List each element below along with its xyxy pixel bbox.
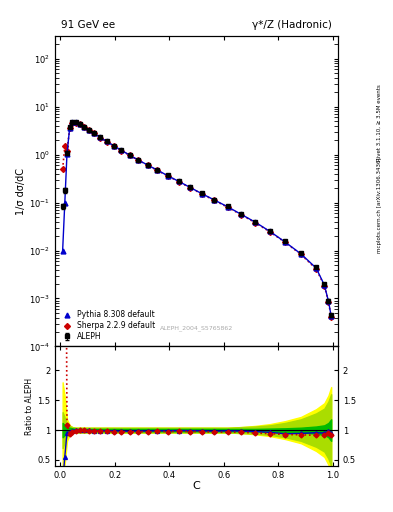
Legend: Pythia 8.308 default, Sherpa 2.2.9 default, ALEPH: Pythia 8.308 default, Sherpa 2.2.9 defau…	[59, 309, 157, 343]
Sherpa 2.2.9 default	[155, 167, 160, 174]
Sherpa 2.2.9 default	[70, 119, 75, 125]
Pythia 8.308 default	[86, 127, 91, 133]
Pythia 8.308 default	[299, 251, 303, 257]
Pythia 8.308 default	[176, 178, 181, 184]
Sherpa 2.2.9 default	[127, 152, 132, 158]
Pythia 8.308 default	[187, 184, 192, 190]
Text: γ*/Z (Hadronic): γ*/Z (Hadronic)	[252, 19, 332, 30]
Sherpa 2.2.9 default	[60, 166, 65, 172]
Text: mcplots.cern.ch [arXiv:1306.3436]: mcplots.cern.ch [arXiv:1306.3436]	[377, 157, 382, 252]
Sherpa 2.2.9 default	[212, 197, 217, 203]
Pythia 8.308 default	[322, 282, 327, 288]
Sherpa 2.2.9 default	[73, 119, 78, 125]
Pythia 8.308 default	[155, 167, 160, 173]
Pythia 8.308 default	[64, 151, 69, 157]
Pythia 8.308 default	[127, 152, 132, 158]
Y-axis label: 1/σ dσ/dC: 1/σ dσ/dC	[16, 167, 26, 215]
Sherpa 2.2.9 default	[98, 135, 103, 141]
Sherpa 2.2.9 default	[81, 124, 86, 130]
Pythia 8.308 default	[326, 298, 331, 304]
Pythia 8.308 default	[314, 265, 319, 271]
Text: 91 GeV ee: 91 GeV ee	[61, 19, 115, 30]
Pythia 8.308 default	[77, 121, 82, 127]
Sherpa 2.2.9 default	[322, 283, 327, 289]
Sherpa 2.2.9 default	[314, 266, 319, 272]
Pythia 8.308 default	[136, 157, 141, 163]
Pythia 8.308 default	[283, 239, 288, 245]
Sherpa 2.2.9 default	[67, 125, 72, 131]
Pythia 8.308 default	[60, 247, 65, 253]
Line: Pythia 8.308 default: Pythia 8.308 default	[60, 120, 334, 318]
Pythia 8.308 default	[98, 134, 103, 140]
Sherpa 2.2.9 default	[119, 147, 124, 154]
Sherpa 2.2.9 default	[299, 251, 303, 258]
Text: Rivet 3.1.10, ≥ 3.5M events: Rivet 3.1.10, ≥ 3.5M events	[377, 84, 382, 161]
Pythia 8.308 default	[329, 313, 334, 319]
Pythia 8.308 default	[200, 190, 204, 197]
Pythia 8.308 default	[225, 204, 230, 210]
Sherpa 2.2.9 default	[329, 314, 334, 320]
Sherpa 2.2.9 default	[239, 211, 244, 218]
Pythia 8.308 default	[112, 143, 116, 149]
Pythia 8.308 default	[92, 130, 97, 136]
Sherpa 2.2.9 default	[77, 121, 82, 127]
X-axis label: C: C	[193, 481, 200, 491]
Pythia 8.308 default	[253, 219, 258, 225]
Text: ALEPH_2004_S5765862: ALEPH_2004_S5765862	[160, 325, 233, 331]
Sherpa 2.2.9 default	[105, 139, 109, 145]
Sherpa 2.2.9 default	[165, 173, 170, 179]
Pythia 8.308 default	[239, 211, 244, 218]
Sherpa 2.2.9 default	[253, 220, 258, 226]
Pythia 8.308 default	[105, 138, 109, 144]
Pythia 8.308 default	[119, 147, 124, 154]
Pythia 8.308 default	[145, 162, 150, 168]
Y-axis label: Ratio to ALEPH: Ratio to ALEPH	[25, 378, 34, 435]
Pythia 8.308 default	[212, 197, 217, 203]
Sherpa 2.2.9 default	[225, 204, 230, 210]
Pythia 8.308 default	[81, 123, 86, 130]
Pythia 8.308 default	[70, 119, 75, 125]
Line: Sherpa 2.2.9 default: Sherpa 2.2.9 default	[61, 120, 333, 319]
Pythia 8.308 default	[67, 124, 72, 131]
Sherpa 2.2.9 default	[176, 179, 181, 185]
Pythia 8.308 default	[268, 228, 272, 234]
Sherpa 2.2.9 default	[86, 127, 91, 133]
Sherpa 2.2.9 default	[145, 162, 150, 168]
Sherpa 2.2.9 default	[64, 148, 69, 154]
Sherpa 2.2.9 default	[268, 229, 272, 235]
Pythia 8.308 default	[73, 119, 78, 125]
Sherpa 2.2.9 default	[62, 143, 67, 150]
Sherpa 2.2.9 default	[112, 143, 116, 149]
Pythia 8.308 default	[165, 173, 170, 179]
Sherpa 2.2.9 default	[187, 184, 192, 190]
Sherpa 2.2.9 default	[200, 191, 204, 197]
Pythia 8.308 default	[62, 200, 67, 206]
Sherpa 2.2.9 default	[136, 157, 141, 163]
Sherpa 2.2.9 default	[283, 239, 288, 245]
Sherpa 2.2.9 default	[326, 298, 331, 305]
Sherpa 2.2.9 default	[92, 131, 97, 137]
